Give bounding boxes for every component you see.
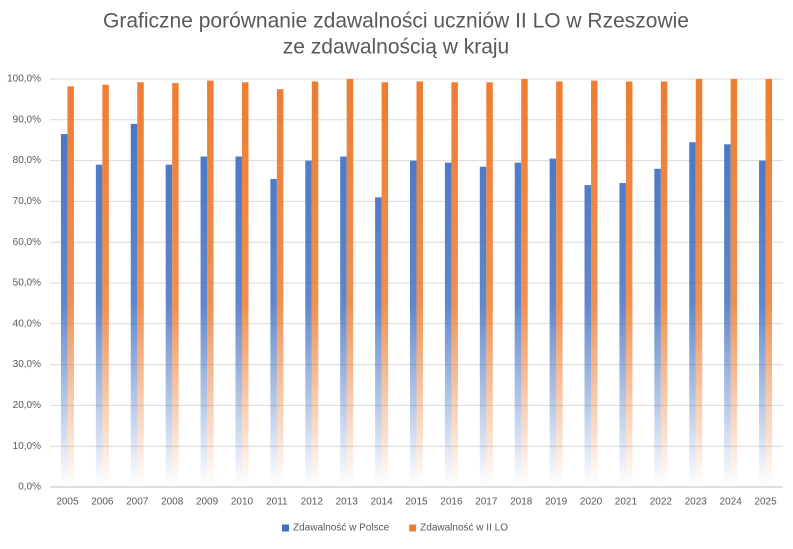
bar	[549, 158, 557, 487]
x-tick-label: 2013	[336, 497, 359, 508]
bar	[556, 81, 563, 487]
bar	[381, 82, 389, 487]
bar	[137, 82, 144, 487]
bar	[591, 80, 598, 487]
bar	[235, 156, 242, 487]
bar	[479, 166, 487, 487]
bar	[724, 144, 731, 487]
bar	[514, 162, 522, 487]
x-tick-label: 2022	[650, 497, 673, 508]
x-tick-label: 2010	[231, 497, 254, 508]
bar	[451, 82, 458, 487]
bar	[241, 82, 249, 487]
bar	[765, 79, 773, 487]
y-tick-label: 0,0%	[18, 482, 41, 493]
y-tick-label: 40,0%	[13, 318, 41, 329]
x-tick-label: 2014	[370, 497, 393, 508]
y-tick-label: 30,0%	[13, 359, 41, 370]
bar	[305, 160, 312, 487]
x-tick-label: 2009	[196, 497, 219, 508]
y-tick-label: 80,0%	[13, 155, 41, 166]
y-tick-label: 100,0%	[7, 74, 41, 85]
bar	[311, 81, 319, 487]
legend-swatch	[282, 524, 289, 532]
x-tick-label: 2017	[475, 497, 498, 508]
x-tick-label: 2021	[615, 497, 638, 508]
x-tick-label: 2024	[720, 497, 743, 508]
x-tick-label: 2019	[545, 497, 568, 508]
x-tick-label: 2008	[161, 497, 184, 508]
bar	[444, 162, 452, 487]
x-tick-label: 2015	[405, 497, 428, 508]
bar	[102, 84, 109, 487]
bar	[689, 142, 696, 488]
bar	[346, 79, 354, 487]
bar	[207, 80, 214, 487]
y-tick-label: 20,0%	[13, 400, 41, 411]
chart-title: ze zdawalnością w kraju	[283, 36, 509, 59]
bar	[759, 160, 766, 487]
x-tick-label: 2007	[126, 497, 149, 508]
bar	[660, 81, 668, 487]
x-tick-label: 2018	[510, 497, 533, 508]
bar	[340, 156, 347, 487]
y-tick-label: 60,0%	[13, 237, 41, 248]
bar	[486, 82, 493, 487]
bar	[654, 168, 661, 487]
legend-label: Zdawalność w II LO	[420, 523, 508, 534]
x-tick-label: 2011	[266, 497, 288, 508]
chart-title: Graficzne porównanie zdawalności uczniów…	[103, 10, 689, 33]
x-tick-label: 2016	[440, 497, 463, 508]
x-tick-label: 2020	[580, 497, 603, 508]
bar	[695, 79, 703, 487]
bar	[625, 81, 633, 487]
bar	[584, 185, 592, 487]
x-tick-label: 2025	[754, 497, 777, 508]
bar	[165, 164, 173, 487]
bar	[130, 123, 138, 487]
bar	[619, 183, 626, 488]
x-tick-label: 2006	[91, 497, 114, 508]
bar	[375, 197, 382, 487]
legend-label: Zdawalność w Polsce	[293, 523, 390, 534]
bar	[276, 89, 284, 487]
y-tick-label: 50,0%	[13, 278, 41, 289]
y-tick-label: 70,0%	[13, 196, 41, 207]
bar	[95, 164, 103, 487]
y-tick-label: 90,0%	[13, 114, 41, 125]
bar	[67, 86, 74, 488]
y-tick-label: 10,0%	[13, 441, 41, 452]
bar	[172, 83, 179, 487]
x-tick-label: 2005	[56, 497, 79, 508]
bar	[730, 79, 738, 487]
bar	[416, 81, 423, 487]
bar	[60, 134, 68, 487]
bar	[200, 156, 208, 487]
bar	[521, 79, 528, 487]
bar	[270, 178, 277, 487]
legend-swatch	[409, 524, 417, 532]
x-tick-label: 2023	[685, 497, 708, 508]
bar	[410, 160, 417, 487]
x-tick-label: 2012	[301, 497, 324, 508]
